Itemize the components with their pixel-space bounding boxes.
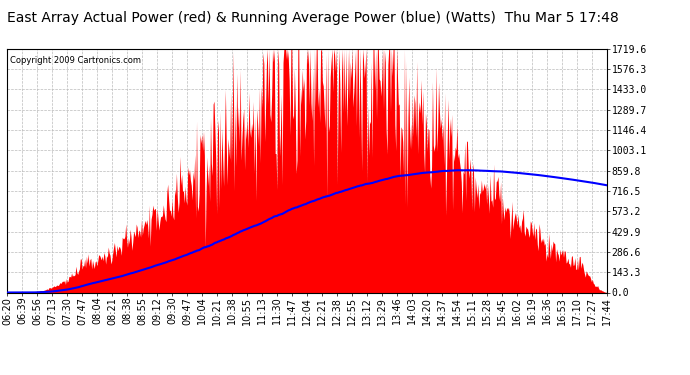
Text: East Array Actual Power (red) & Running Average Power (blue) (Watts)  Thu Mar 5 : East Array Actual Power (red) & Running …: [7, 11, 619, 25]
Text: Copyright 2009 Cartronics.com: Copyright 2009 Cartronics.com: [10, 56, 141, 65]
